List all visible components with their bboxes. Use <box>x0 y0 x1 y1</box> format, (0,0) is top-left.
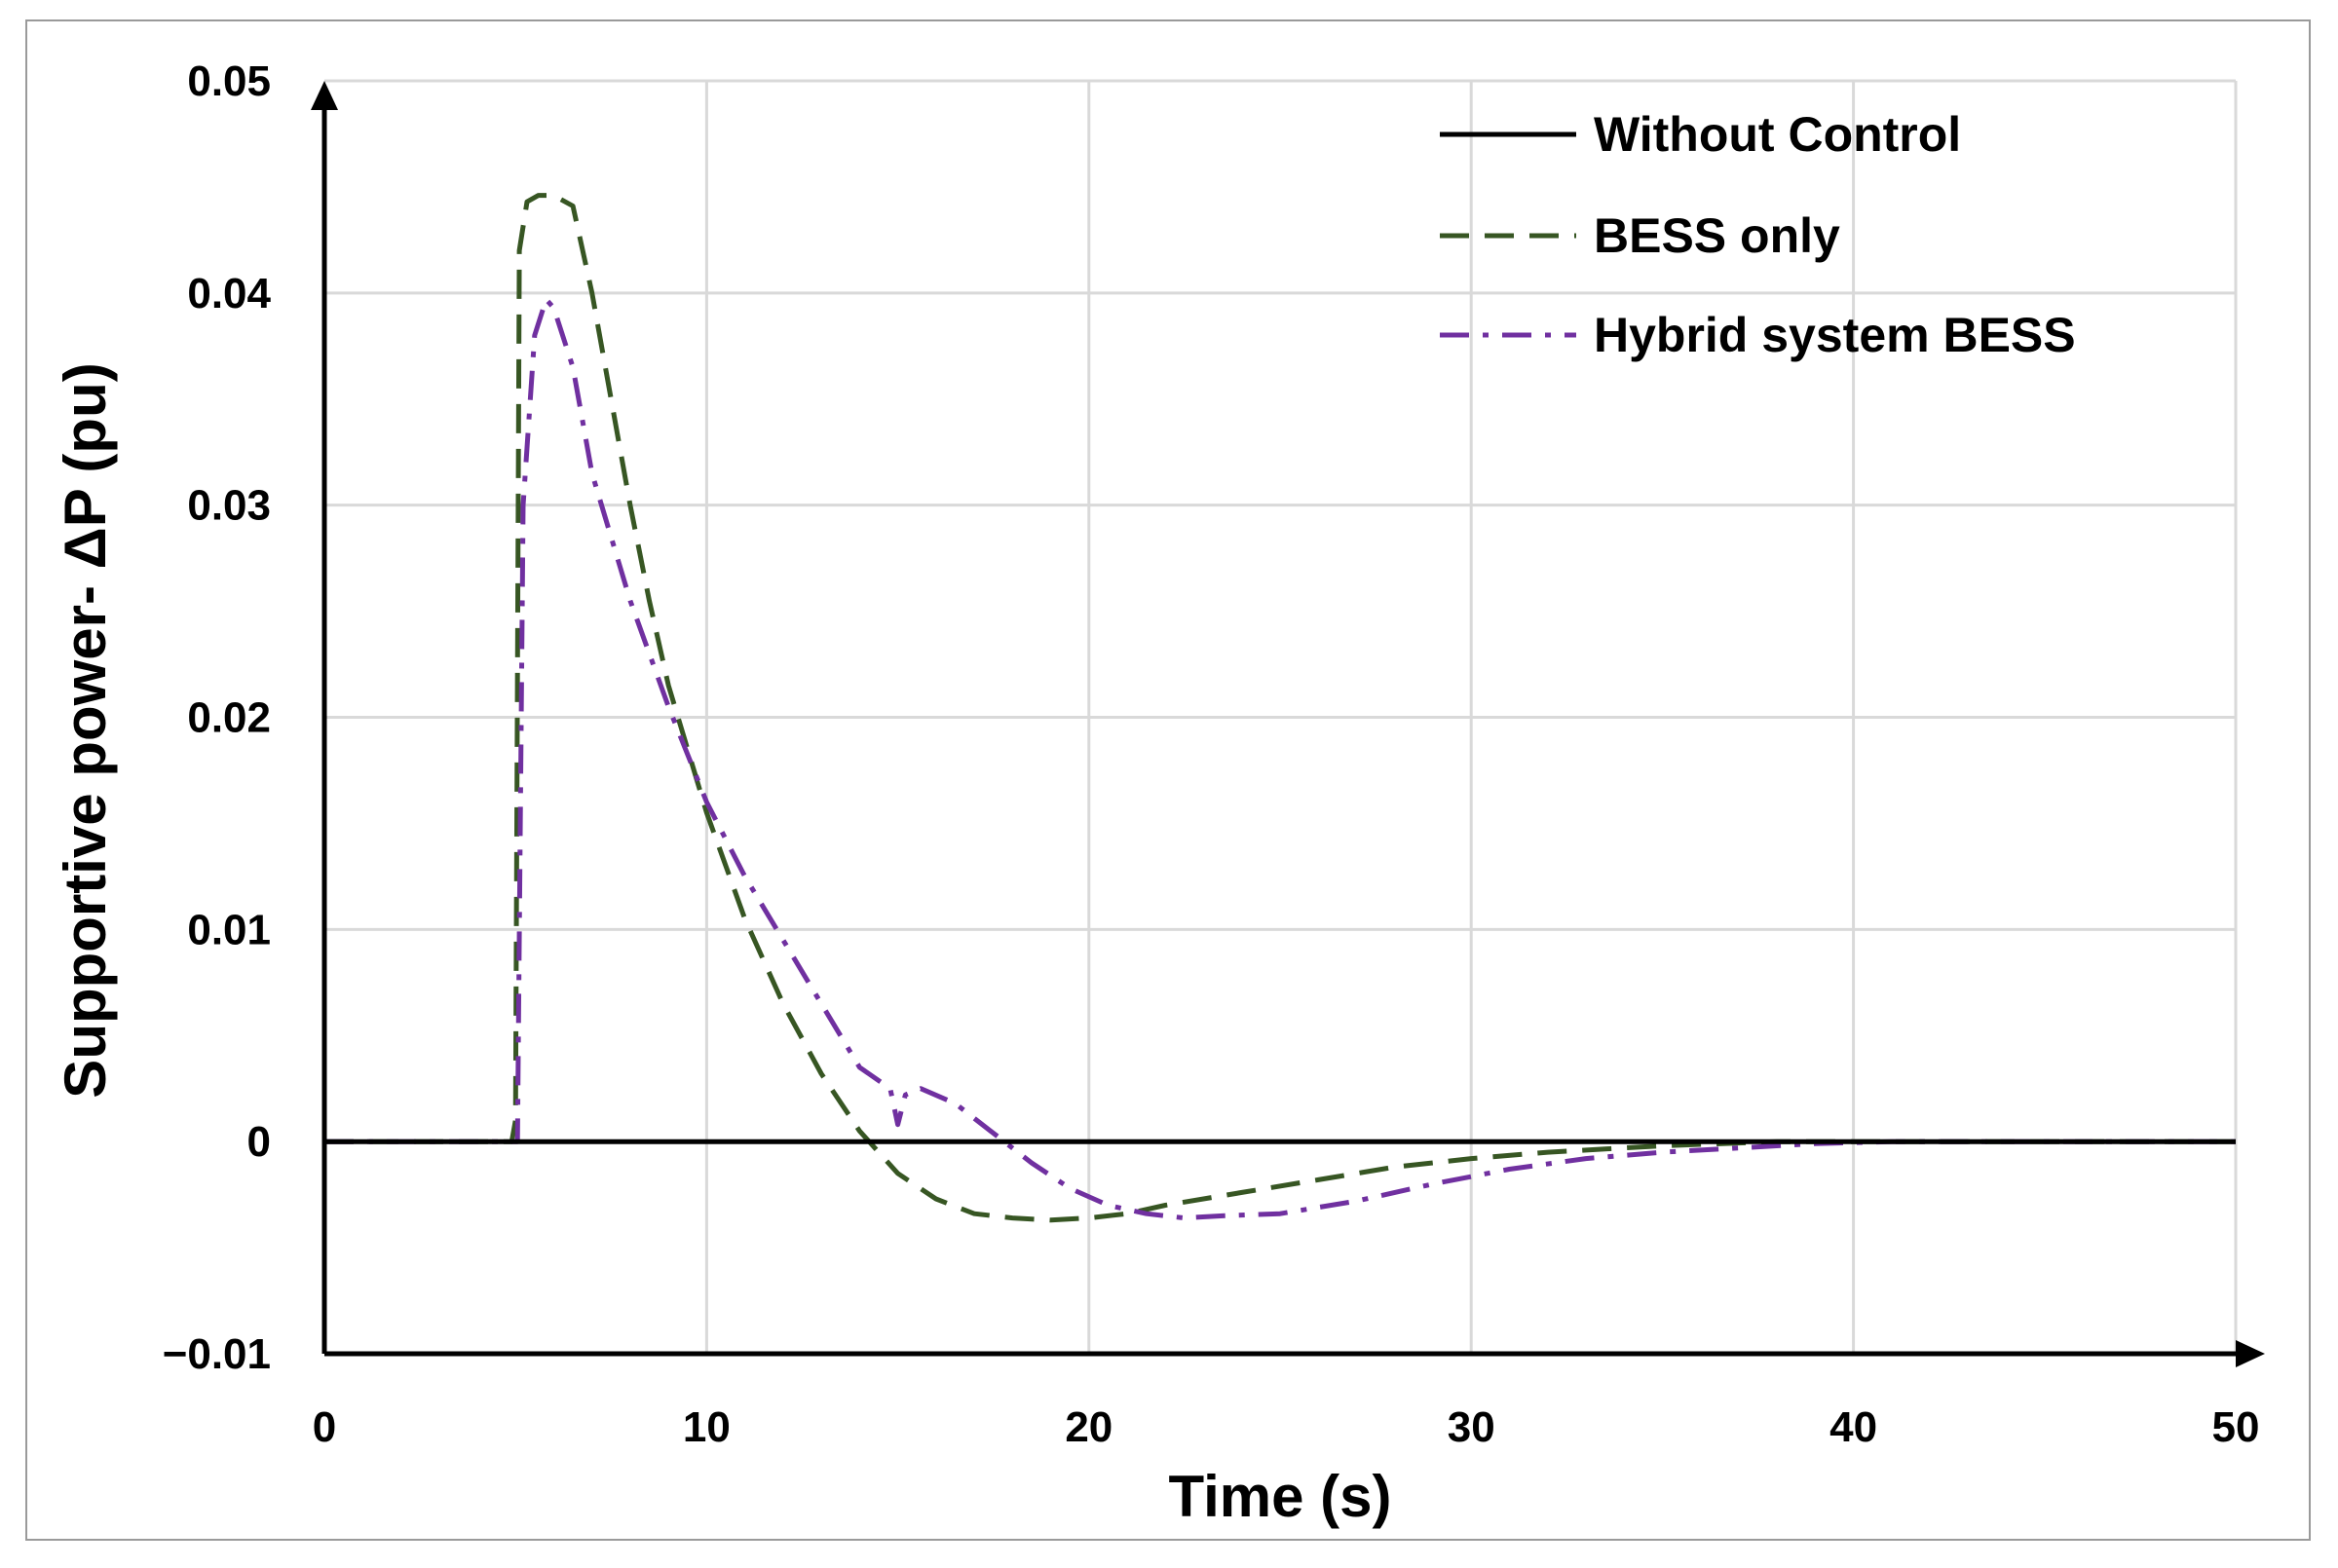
series-layer <box>324 193 2236 1223</box>
y-tick-label: 0 <box>247 1118 271 1166</box>
x-axis-title: Time (s) <box>1169 1464 1392 1529</box>
grid-lines <box>324 79 2238 1354</box>
y-tick-label: −0.01 <box>163 1330 271 1378</box>
chart-frame <box>25 19 2311 1541</box>
y-tick-label: 0.02 <box>187 694 271 742</box>
legend: Without Control BESS only Hybrid system BE… <box>1440 107 2076 362</box>
y-tick-label: 0.03 <box>187 482 271 530</box>
y-axis-title: Supportive power- ΔP (pu) <box>53 362 118 1098</box>
x-tick-label: 0 <box>313 1403 336 1451</box>
x-tick-label: 20 <box>1065 1403 1112 1451</box>
legend-label-0: Without Control <box>1594 107 1961 162</box>
series-line-2 <box>324 296 2236 1221</box>
x-tick-label: 30 <box>1448 1403 1495 1451</box>
x-tick-labels: 0 10 20 30 40 50 <box>313 1403 2260 1451</box>
x-tick-label: 50 <box>2212 1403 2260 1451</box>
y-tick-label: 0.05 <box>187 57 271 105</box>
y-tick-label: 0.01 <box>187 906 271 953</box>
legend-label-2: Hybrid system BESS <box>1594 308 2076 362</box>
legend-label-1: BESS only <box>1594 208 1840 263</box>
x-tick-label: 10 <box>683 1403 731 1451</box>
y-tick-label: 0.04 <box>187 270 271 317</box>
x-axis-arrow <box>2236 1340 2265 1367</box>
axes <box>311 81 2265 1367</box>
y-axis-arrow <box>311 81 338 110</box>
x-tick-label: 40 <box>1829 1403 1877 1451</box>
y-tick-labels: −0.01 0 0.01 0.02 0.03 0.04 0.05 <box>163 57 272 1378</box>
